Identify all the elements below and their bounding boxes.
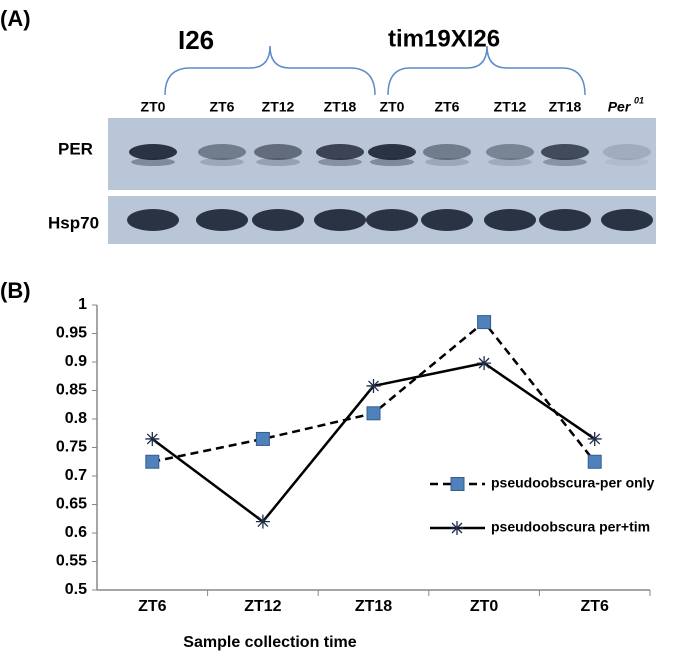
blot-band	[539, 209, 591, 231]
blot-band	[605, 158, 649, 166]
marker	[366, 378, 381, 393]
legend-label: pseudoobscura-per only	[491, 475, 655, 491]
panel-label: (B)	[0, 278, 31, 303]
lane-label: Per	[608, 99, 632, 115]
lane-label: ZT0	[380, 99, 405, 115]
lane-superscript: 01	[634, 95, 644, 105]
blot-band	[601, 209, 653, 231]
legend-marker	[450, 477, 465, 491]
marker	[145, 454, 160, 469]
blot-band	[127, 209, 179, 231]
blot-band	[198, 144, 246, 160]
y-tick-label: 0.95	[56, 325, 87, 342]
marker	[255, 431, 270, 446]
blot-band	[366, 209, 418, 231]
blot-band	[316, 144, 364, 160]
lane-label: ZT6	[210, 99, 235, 115]
lane-label: ZT12	[262, 99, 295, 115]
blot-band	[423, 144, 471, 160]
lane-label: ZT6	[435, 99, 460, 115]
y-tick-label: 1	[78, 296, 87, 313]
legend-label: pseudoobscura per+tim	[491, 519, 650, 535]
blot-band	[370, 158, 414, 166]
blot-band	[603, 144, 651, 160]
blot-band	[421, 209, 473, 231]
marker	[145, 431, 160, 446]
x-tick-label: ZT12	[244, 598, 281, 615]
blot-band	[488, 158, 532, 166]
y-tick-label: 0.75	[56, 439, 87, 456]
blot-band	[318, 158, 362, 166]
blot-band	[131, 158, 175, 166]
lane-label: ZT12	[494, 99, 527, 115]
legend-marker	[450, 521, 464, 535]
row-label: PER	[58, 139, 93, 158]
row-label: Hsp70	[48, 213, 99, 232]
blot-band	[314, 209, 366, 231]
blot-band	[256, 158, 300, 166]
lane-label: ZT18	[549, 99, 582, 115]
y-tick-label: 0.5	[65, 581, 87, 598]
group-label: I26	[178, 25, 214, 55]
y-tick-label: 0.55	[56, 553, 87, 570]
x-axis-label: Sample collection time	[183, 634, 356, 651]
y-tick-label: 0.7	[65, 467, 87, 484]
brace	[387, 45, 586, 96]
marker	[255, 514, 270, 529]
y-tick-label: 0.9	[65, 353, 87, 370]
group-label: tim19XI26	[388, 25, 500, 52]
blot-band	[129, 144, 177, 160]
y-tick-label: 0.8	[65, 410, 87, 427]
panel-label: (A)	[0, 6, 31, 31]
y-tick-label: 0.6	[65, 524, 87, 541]
blot-band	[368, 144, 416, 160]
blot-band	[254, 144, 302, 160]
marker	[587, 454, 602, 469]
blot-band	[541, 144, 589, 160]
x-tick-label: ZT18	[355, 598, 392, 615]
blot-band	[196, 209, 248, 231]
blot-band	[543, 158, 587, 166]
x-tick-label: ZT6	[580, 598, 609, 615]
brace	[164, 45, 376, 96]
blot-band	[486, 144, 534, 160]
marker	[587, 431, 602, 446]
marker	[477, 356, 492, 371]
x-tick-label: ZT0	[470, 598, 499, 615]
marker	[477, 315, 492, 330]
y-tick-label: 0.65	[56, 496, 87, 513]
blot-band	[252, 209, 304, 231]
lane-label: ZT18	[324, 99, 357, 115]
blot-band	[484, 209, 536, 231]
x-tick-label: ZT6	[138, 598, 167, 615]
legend-symbol	[450, 477, 465, 491]
marker	[366, 406, 381, 421]
legend-symbol	[450, 521, 464, 535]
lane-label: ZT0	[141, 99, 166, 115]
blot-band	[200, 158, 244, 166]
y-tick-label: 0.85	[56, 382, 87, 399]
blot-band	[425, 158, 469, 166]
